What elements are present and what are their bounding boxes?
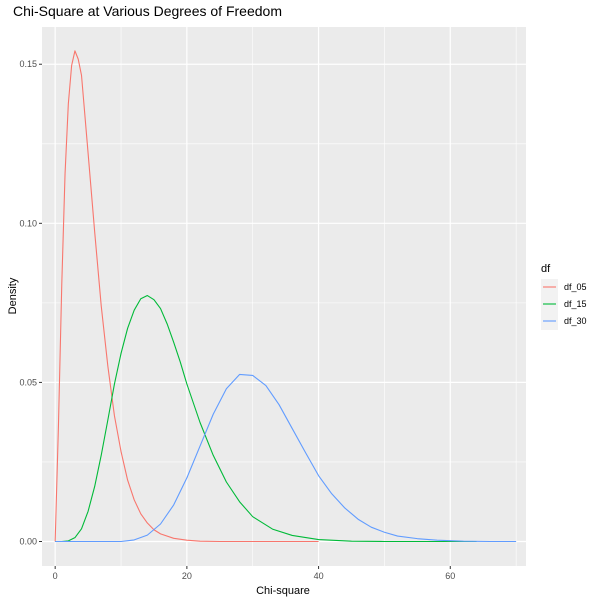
series-lines xyxy=(54,50,517,543)
legend-label-df_30: df_30 xyxy=(564,316,587,326)
y-tick-label-0: 0.00 xyxy=(19,537,37,547)
legend-label-df_15: df_15 xyxy=(564,299,587,309)
x-axis: 0 20 40 60 xyxy=(53,566,455,581)
y-axis: 0.00 0.05 0.10 0.15 xyxy=(19,59,42,547)
legend: df df_05 df_15 df_30 xyxy=(541,263,587,330)
x-tick-label-0: 0 xyxy=(53,571,58,581)
legend-label-df_05: df_05 xyxy=(564,282,587,292)
x-tick-label-1: 20 xyxy=(182,571,192,581)
chart-title: Chi-Square at Various Degrees of Freedom xyxy=(13,3,282,19)
series-line-df_15 xyxy=(55,295,477,543)
series-line-df_30 xyxy=(55,373,517,543)
series-line-df_05 xyxy=(54,50,319,543)
y-tick-label-2: 0.10 xyxy=(19,218,37,228)
plot-panel xyxy=(42,27,526,566)
x-tick-label-2: 40 xyxy=(314,571,324,581)
grid-minor xyxy=(42,27,526,566)
x-axis-title: Chi-square xyxy=(256,585,310,597)
y-tick-label-3: 0.15 xyxy=(19,59,37,69)
y-axis-title: Density xyxy=(7,277,19,314)
y-tick-label-1: 0.05 xyxy=(19,377,37,387)
x-tick-label-3: 60 xyxy=(445,571,455,581)
legend-title: df xyxy=(541,263,551,275)
